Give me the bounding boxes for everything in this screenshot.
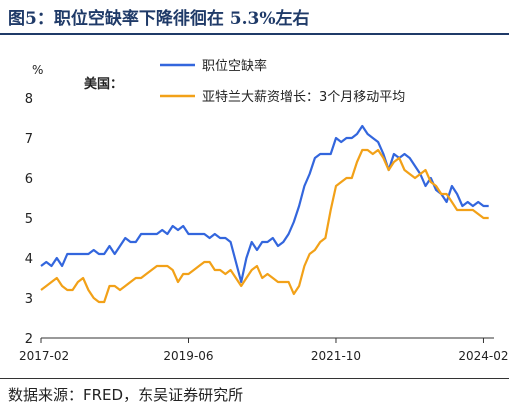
y-tick-label: 8 [25, 92, 33, 107]
source-note: 数据来源：FRED，东吴证券研究所 [8, 386, 244, 404]
x-tick-label: 2019-06 [163, 349, 213, 363]
y-axis-unit-label: % [32, 63, 43, 77]
axes: 2 3 4 5 6 7 8 2017-02 2019-06 2021-10 2024-02 [19, 92, 509, 363]
page-title: 图5：职位空缺率下降徘徊在 5.3%左右 [8, 9, 310, 29]
source-divider [0, 378, 509, 379]
y-tick-label: 4 [25, 252, 33, 267]
legend-label-2: 亚特兰大薪资增长：3个月移动平均 [202, 90, 405, 105]
y-tick-label: 5 [25, 212, 33, 227]
region-label: 美国： [84, 76, 123, 92]
x-tick-label: 2021-10 [311, 349, 361, 363]
legend-label-1: 职位空缺率 [202, 58, 267, 74]
series-layer [40, 124, 489, 304]
title-divider [0, 33, 509, 35]
x-tick-label: 2024-02 [458, 349, 508, 363]
x-tick-label: 2017-02 [19, 349, 69, 363]
series-line-2 [40, 148, 489, 304]
y-tick-label: 3 [25, 292, 33, 307]
y-tick-label: 7 [25, 132, 33, 147]
y-tick-label: 6 [25, 172, 33, 187]
series-line-1 [40, 124, 489, 284]
y-tick-label: 2 [25, 332, 33, 347]
